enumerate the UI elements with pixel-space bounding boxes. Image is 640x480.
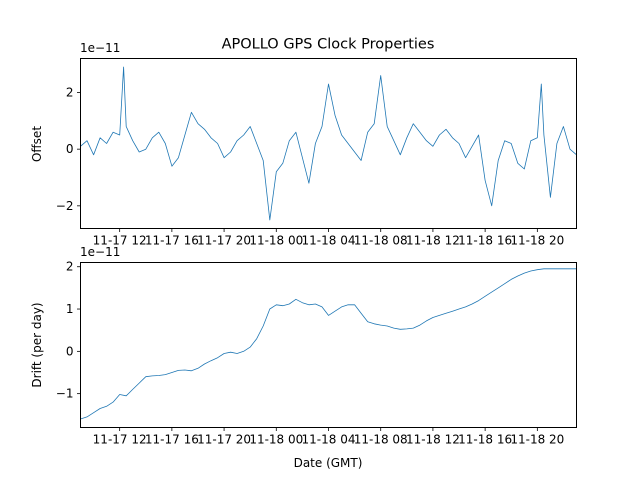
offset-y-exponent: 1e−11 [80,41,120,55]
x-tick-label: 11-18 12 [406,433,460,447]
y-tick-label: 2 [66,260,74,274]
x-tick-label: 11-18 00 [249,234,303,248]
x-tick-label: 11-18 08 [354,433,408,447]
x-tick-label: 11-18 04 [302,433,356,447]
x-tick-label: 11-18 20 [510,433,564,447]
y-tick-label: 0 [66,344,74,358]
x-tick-label: 11-18 12 [406,234,460,248]
x-tick-label: 11-18 20 [510,234,564,248]
drift-y-exponent: 1e−11 [80,245,120,259]
drift-axes-frame [80,262,577,428]
x-tick-label: 11-17 16 [145,234,199,248]
drift-line [80,268,577,420]
drift-series [80,268,577,420]
chart-title: APOLLO GPS Clock Properties [222,37,435,53]
y-tick-label: −1 [56,387,74,401]
drift-y-label: Drift (per day) [30,302,44,387]
x-tick-label: 11-17 20 [197,433,251,447]
x-tick-label: 11-18 16 [458,433,512,447]
x-tick-label: 11-17 12 [93,234,147,248]
y-tick-label: 2 [66,86,74,100]
offset-y-ticks: −2 0 2 [56,86,81,213]
x-tick-label: 11-17 12 [93,433,147,447]
x-tick-label: 11-18 16 [458,234,512,248]
y-tick-label: −2 [56,199,74,213]
y-tick-label: 0 [66,142,74,156]
offset-series [80,66,577,221]
x-tick-label: 11-18 00 [249,433,303,447]
offset-line [80,66,577,221]
offset-axes-frame [80,58,577,229]
x-tick-label: 11-18 04 [302,234,356,248]
drift-y-ticks: −1 0 1 2 [56,260,81,401]
x-tick-label: 11-17 20 [197,234,251,248]
drift-x-label: Date (GMT) [294,456,363,470]
y-tick-label: 1 [66,302,74,316]
x-tick-label: 11-18 08 [354,234,408,248]
x-tick-label: 11-17 16 [145,433,199,447]
offset-y-label: Offset [30,126,44,162]
